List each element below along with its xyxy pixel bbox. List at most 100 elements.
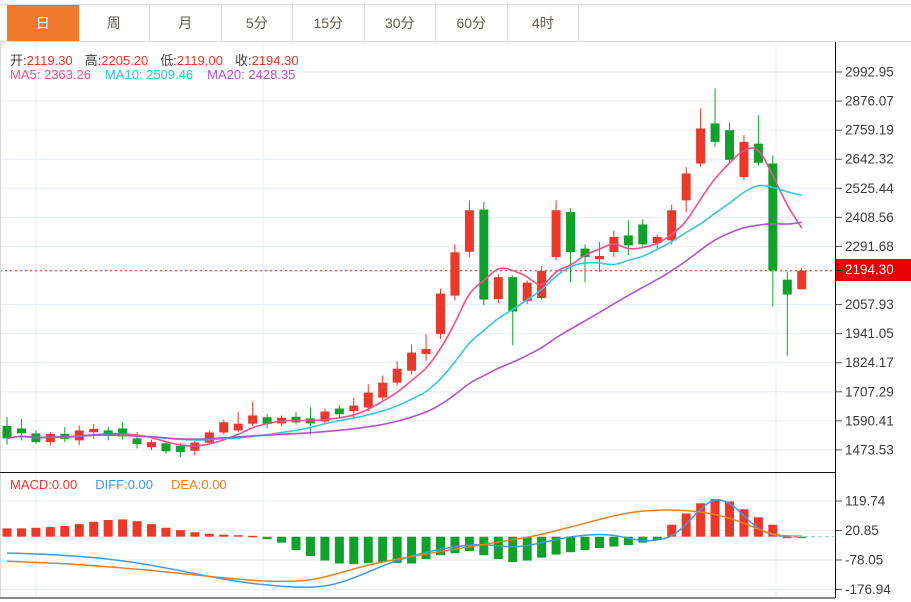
ma-bar: MA5: 2363.26 MA10: 2509.46 MA20: 2428.35 [10,67,295,82]
candle-body [768,163,778,271]
current-price-value: 2194.30 [845,262,894,277]
candle-body [363,392,373,408]
candle-body [16,428,26,434]
candle-body [233,423,243,431]
tab-5分[interactable]: 5分 [221,5,293,41]
price-axis-label: 1824.17 [845,355,894,370]
candle-body [132,438,142,445]
low-label: 低: [160,53,177,68]
macd-histogram-bar [421,536,431,560]
price-axis-label: 2759.19 [845,123,894,138]
axis-tick-mark [837,269,843,271]
macd-histogram-bar [710,499,720,537]
macd-bar: MACD:0.00 DIFF:0.00 DEA:0.00 [10,477,227,492]
macd-histogram-bar [190,532,200,537]
price-axis-label: 2408.56 [845,210,894,225]
macd-histogram-bar [31,527,41,537]
tab-周[interactable]: 周 [78,5,150,41]
quote-bar: 开:2119.30 高:2205.20 低:2119.00 收:2194.30 [10,50,311,69]
ma5-line [6,147,803,447]
macd-histogram-bar [320,536,330,561]
macd-histogram-bar [103,519,113,537]
macd-axis-label: -78.05 [845,552,883,567]
candle-body [710,123,720,142]
macd-histogram-bar [753,517,763,537]
macd-histogram-bar [768,524,778,537]
price-axis-label: 2291.68 [845,239,894,254]
candle-body [450,252,460,296]
candle-body [320,411,330,422]
candle-body [667,210,677,241]
tab-60分[interactable]: 60分 [436,5,508,41]
candle-body [378,382,388,398]
tab-30分[interactable]: 30分 [364,5,436,41]
candle-body [407,352,417,371]
candle-body [262,417,272,424]
candle-body [464,210,474,252]
macd-histogram-bar [609,536,619,547]
macd-histogram-bar [464,536,474,552]
ma20-line [6,221,802,440]
candle-body [782,279,792,295]
tab-日[interactable]: 日 [7,5,79,41]
candle-body [638,224,648,245]
current-price-badge: 2194.30 [836,259,911,281]
macd-histogram-bar [378,536,388,563]
macd-histogram-bar [450,536,460,554]
open-label: 开: [10,53,27,68]
tab-月[interactable]: 月 [150,5,222,41]
macd-histogram-bar [594,536,604,549]
candle-body [436,293,445,334]
macd-histogram-bar [667,524,677,537]
tab-4时[interactable]: 4时 [507,5,579,41]
macd-histogram-bar [262,536,272,540]
macd-histogram-bar [696,503,706,537]
candle-body [334,408,344,415]
ma5-readout: MA5: 2363.26 [10,67,91,82]
macd-histogram-bar [782,536,792,539]
candle-body [681,173,691,201]
macd-histogram-bar [566,536,576,553]
macd-axis-label: -176.94 [845,582,891,597]
candle-body [219,422,229,433]
candle-body [2,425,12,439]
close-label: 收: [234,53,252,68]
candle-body [508,277,518,312]
price-axis-label: 2525.44 [845,181,894,196]
candle-body [739,141,749,177]
macd-histogram-bar [89,521,99,537]
candle-body [580,248,590,258]
candle-body [147,442,156,448]
high-value: 2205.20 [101,53,149,68]
price-axis-label: 2992.95 [845,65,894,80]
candle-body [479,209,489,300]
price-axis-label: 2642.32 [845,152,894,167]
macd-histogram-bar [233,535,243,537]
candle-body [652,236,662,244]
macd-histogram-bar [652,536,662,540]
macd-axis-label: 119.74 [845,493,886,508]
macd-histogram-bar [334,536,344,564]
close-value: 2194.30 [251,53,299,68]
macd-histogram-bar [147,524,156,537]
macd-histogram-bar [493,536,503,560]
candle-body [392,368,402,383]
macd-histogram-bar [580,536,590,551]
tab-15分[interactable]: 15分 [293,5,365,41]
macd-histogram-bar [508,536,518,563]
macd-histogram-bar [551,536,561,555]
candle-body [291,416,301,423]
macd-histogram-bar [204,533,214,537]
macd-histogram-bar [132,521,142,537]
candle-body [118,428,128,437]
macd-histogram-bar [291,536,301,551]
macd-histogram-bar [349,536,359,565]
candle-body [725,130,734,160]
ma10-readout: MA10: 2509.46 [104,67,194,82]
macd-histogram-bar [363,536,373,563]
candle-body [566,212,576,253]
candle-body [522,282,532,301]
macd-readout: MACD:0.00 [10,477,78,492]
macd-histogram-bar [407,536,417,564]
